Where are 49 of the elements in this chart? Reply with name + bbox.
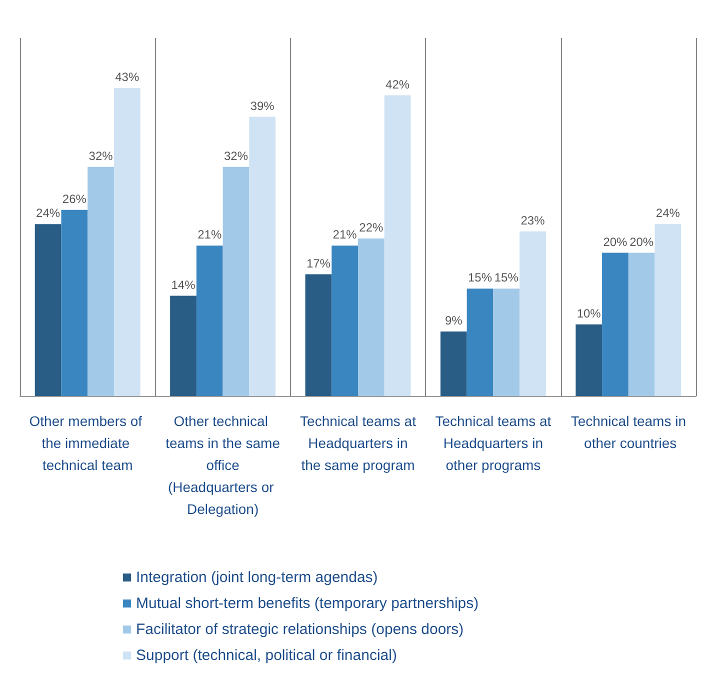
data-label: 9% xyxy=(444,314,463,328)
legend-label: Integration (joint long-term agendas) xyxy=(136,569,378,586)
data-label: 14% xyxy=(171,278,196,292)
bar xyxy=(602,252,628,396)
bar xyxy=(384,95,411,396)
bar xyxy=(61,210,88,396)
data-label: 20% xyxy=(603,234,628,249)
data-label: 21% xyxy=(332,228,358,242)
x-tick-label: Technical teams at Headquarters in other programs xyxy=(435,413,552,473)
bar xyxy=(305,274,332,396)
bar xyxy=(34,224,62,396)
bar xyxy=(654,224,682,396)
data-label: 43% xyxy=(115,70,140,84)
data-label: 15% xyxy=(494,270,519,285)
bar xyxy=(576,324,602,396)
bar xyxy=(332,246,358,396)
bar xyxy=(466,288,494,396)
data-label: 17% xyxy=(306,256,331,270)
bar xyxy=(196,246,223,396)
data-label: 39% xyxy=(250,98,275,113)
data-label: 24% xyxy=(656,206,680,220)
bar xyxy=(170,296,196,396)
data-label: 22% xyxy=(359,220,384,234)
legend-label: Support (technical, political or financial) xyxy=(136,647,397,664)
data-label: 32% xyxy=(224,148,248,163)
legend-label: Mutual short-term benefits (temporary partnerships) xyxy=(136,595,479,612)
bar xyxy=(88,166,114,396)
bar xyxy=(222,166,250,396)
x-tick-label: Technical teams at Headquarters in the same program xyxy=(300,413,416,473)
bar xyxy=(628,252,655,396)
data-label: 24% xyxy=(36,206,60,220)
legend-label: Facilitator of strategic relationships (opens doors) xyxy=(136,621,464,638)
bar xyxy=(493,288,520,396)
bar xyxy=(249,116,276,396)
data-label: 23% xyxy=(520,213,546,228)
x-tick-label: Technical teams in other countries xyxy=(570,413,686,451)
data-label: 26% xyxy=(62,192,87,206)
data-label: 15% xyxy=(468,270,492,285)
data-label: 20% xyxy=(630,234,654,249)
data-label: 10% xyxy=(576,306,602,320)
data-label: 42% xyxy=(386,77,410,92)
data-label: 32% xyxy=(88,148,114,163)
x-tick-label: Other members of the immediate technical team xyxy=(29,413,146,473)
bar xyxy=(520,231,546,396)
bar xyxy=(114,88,140,396)
bar xyxy=(358,238,384,396)
data-label: 21% xyxy=(198,228,222,242)
x-tick-label: Other technical teams in the same office (Headquarters or Delegation) xyxy=(166,413,280,517)
bar xyxy=(440,332,467,396)
